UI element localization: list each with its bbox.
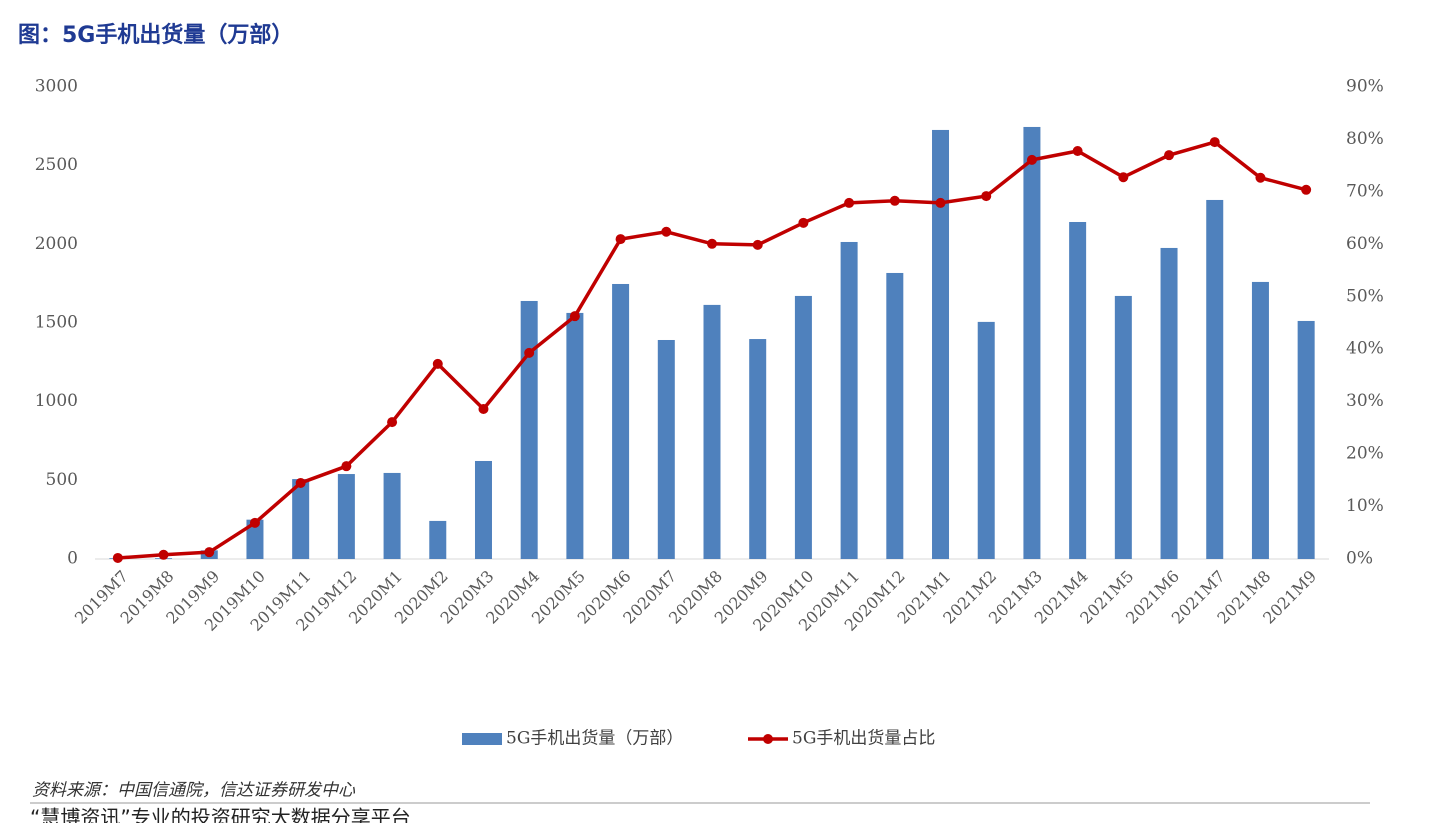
y-tick-label: 500 (46, 470, 78, 490)
bar (246, 519, 264, 559)
bar (657, 339, 675, 559)
y2-tick-label: 30% (1346, 391, 1384, 411)
bar (1114, 295, 1132, 559)
line-marker (1164, 150, 1175, 161)
bar (749, 339, 767, 559)
y-tick-label: 2000 (35, 234, 78, 254)
footer-text: “慧博资讯”专业的投资研究大数据分享平台 (30, 806, 411, 823)
line-marker (798, 217, 809, 228)
y2-tick-label: 60% (1346, 234, 1384, 254)
y-tick-label: 1500 (35, 313, 78, 333)
bar (886, 272, 904, 559)
line-marker (844, 197, 855, 208)
y2-tick-label: 20% (1346, 444, 1384, 464)
source-note: 资料来源：中国信通院，信达证券研发中心 (32, 781, 356, 801)
chart-title: 图：5G手机出货量（万部） (18, 22, 293, 48)
line-marker (707, 238, 717, 249)
y2-tick-label: 80% (1346, 129, 1384, 149)
line-marker (112, 552, 123, 563)
bar (520, 300, 538, 559)
line-marker (295, 477, 306, 488)
y-tick-label: 1000 (35, 391, 78, 411)
y2-tick-label: 0% (1346, 549, 1373, 569)
line-marker (158, 549, 169, 560)
y-tick-label: 2500 (35, 155, 78, 175)
line-marker (249, 517, 260, 528)
bar (1206, 199, 1224, 559)
bar (1297, 320, 1315, 559)
legend-label: 5G手机出货量（万部） (506, 729, 683, 749)
line-marker (1301, 184, 1312, 195)
line-marker (1026, 154, 1037, 165)
y2-tick-label: 10% (1346, 496, 1384, 516)
y-tick-label: 0 (67, 549, 78, 569)
y2-tick-label: 50% (1346, 286, 1384, 306)
line-marker (1118, 172, 1129, 183)
line-marker (752, 239, 763, 250)
line-marker (204, 547, 215, 558)
line-marker (981, 191, 992, 202)
bar (566, 312, 584, 559)
bar (794, 295, 812, 559)
bar (840, 241, 858, 559)
line-marker (387, 417, 398, 428)
bar (383, 472, 401, 559)
line-marker (524, 347, 535, 358)
y2-tick-label: 70% (1346, 181, 1384, 201)
line-marker (661, 226, 672, 237)
line-marker (615, 234, 626, 245)
line-marker (1072, 145, 1083, 156)
line-marker (889, 195, 900, 206)
y2-tick-label: 90% (1346, 77, 1384, 97)
bar (292, 479, 310, 559)
bar (977, 321, 995, 559)
line-marker (1255, 172, 1266, 183)
line-marker (569, 311, 580, 322)
bar (612, 283, 630, 559)
legend-label: 5G手机出货量占比 (792, 729, 935, 749)
y-tick-label: 3000 (35, 77, 78, 97)
bar (474, 460, 492, 559)
line-marker (935, 197, 946, 208)
bar (1251, 281, 1269, 559)
line-marker (432, 358, 443, 369)
bar (429, 520, 447, 559)
bar (703, 304, 721, 559)
y2-tick-label: 40% (1346, 339, 1384, 359)
bar (1160, 247, 1178, 559)
legend-swatch (763, 734, 773, 744)
bar (1069, 221, 1087, 559)
line-marker (341, 461, 352, 472)
line-marker (1209, 137, 1220, 148)
bar (932, 129, 950, 559)
bar (337, 474, 355, 559)
line-marker (478, 404, 489, 415)
bar (1023, 126, 1041, 559)
legend-swatch (462, 733, 502, 745)
